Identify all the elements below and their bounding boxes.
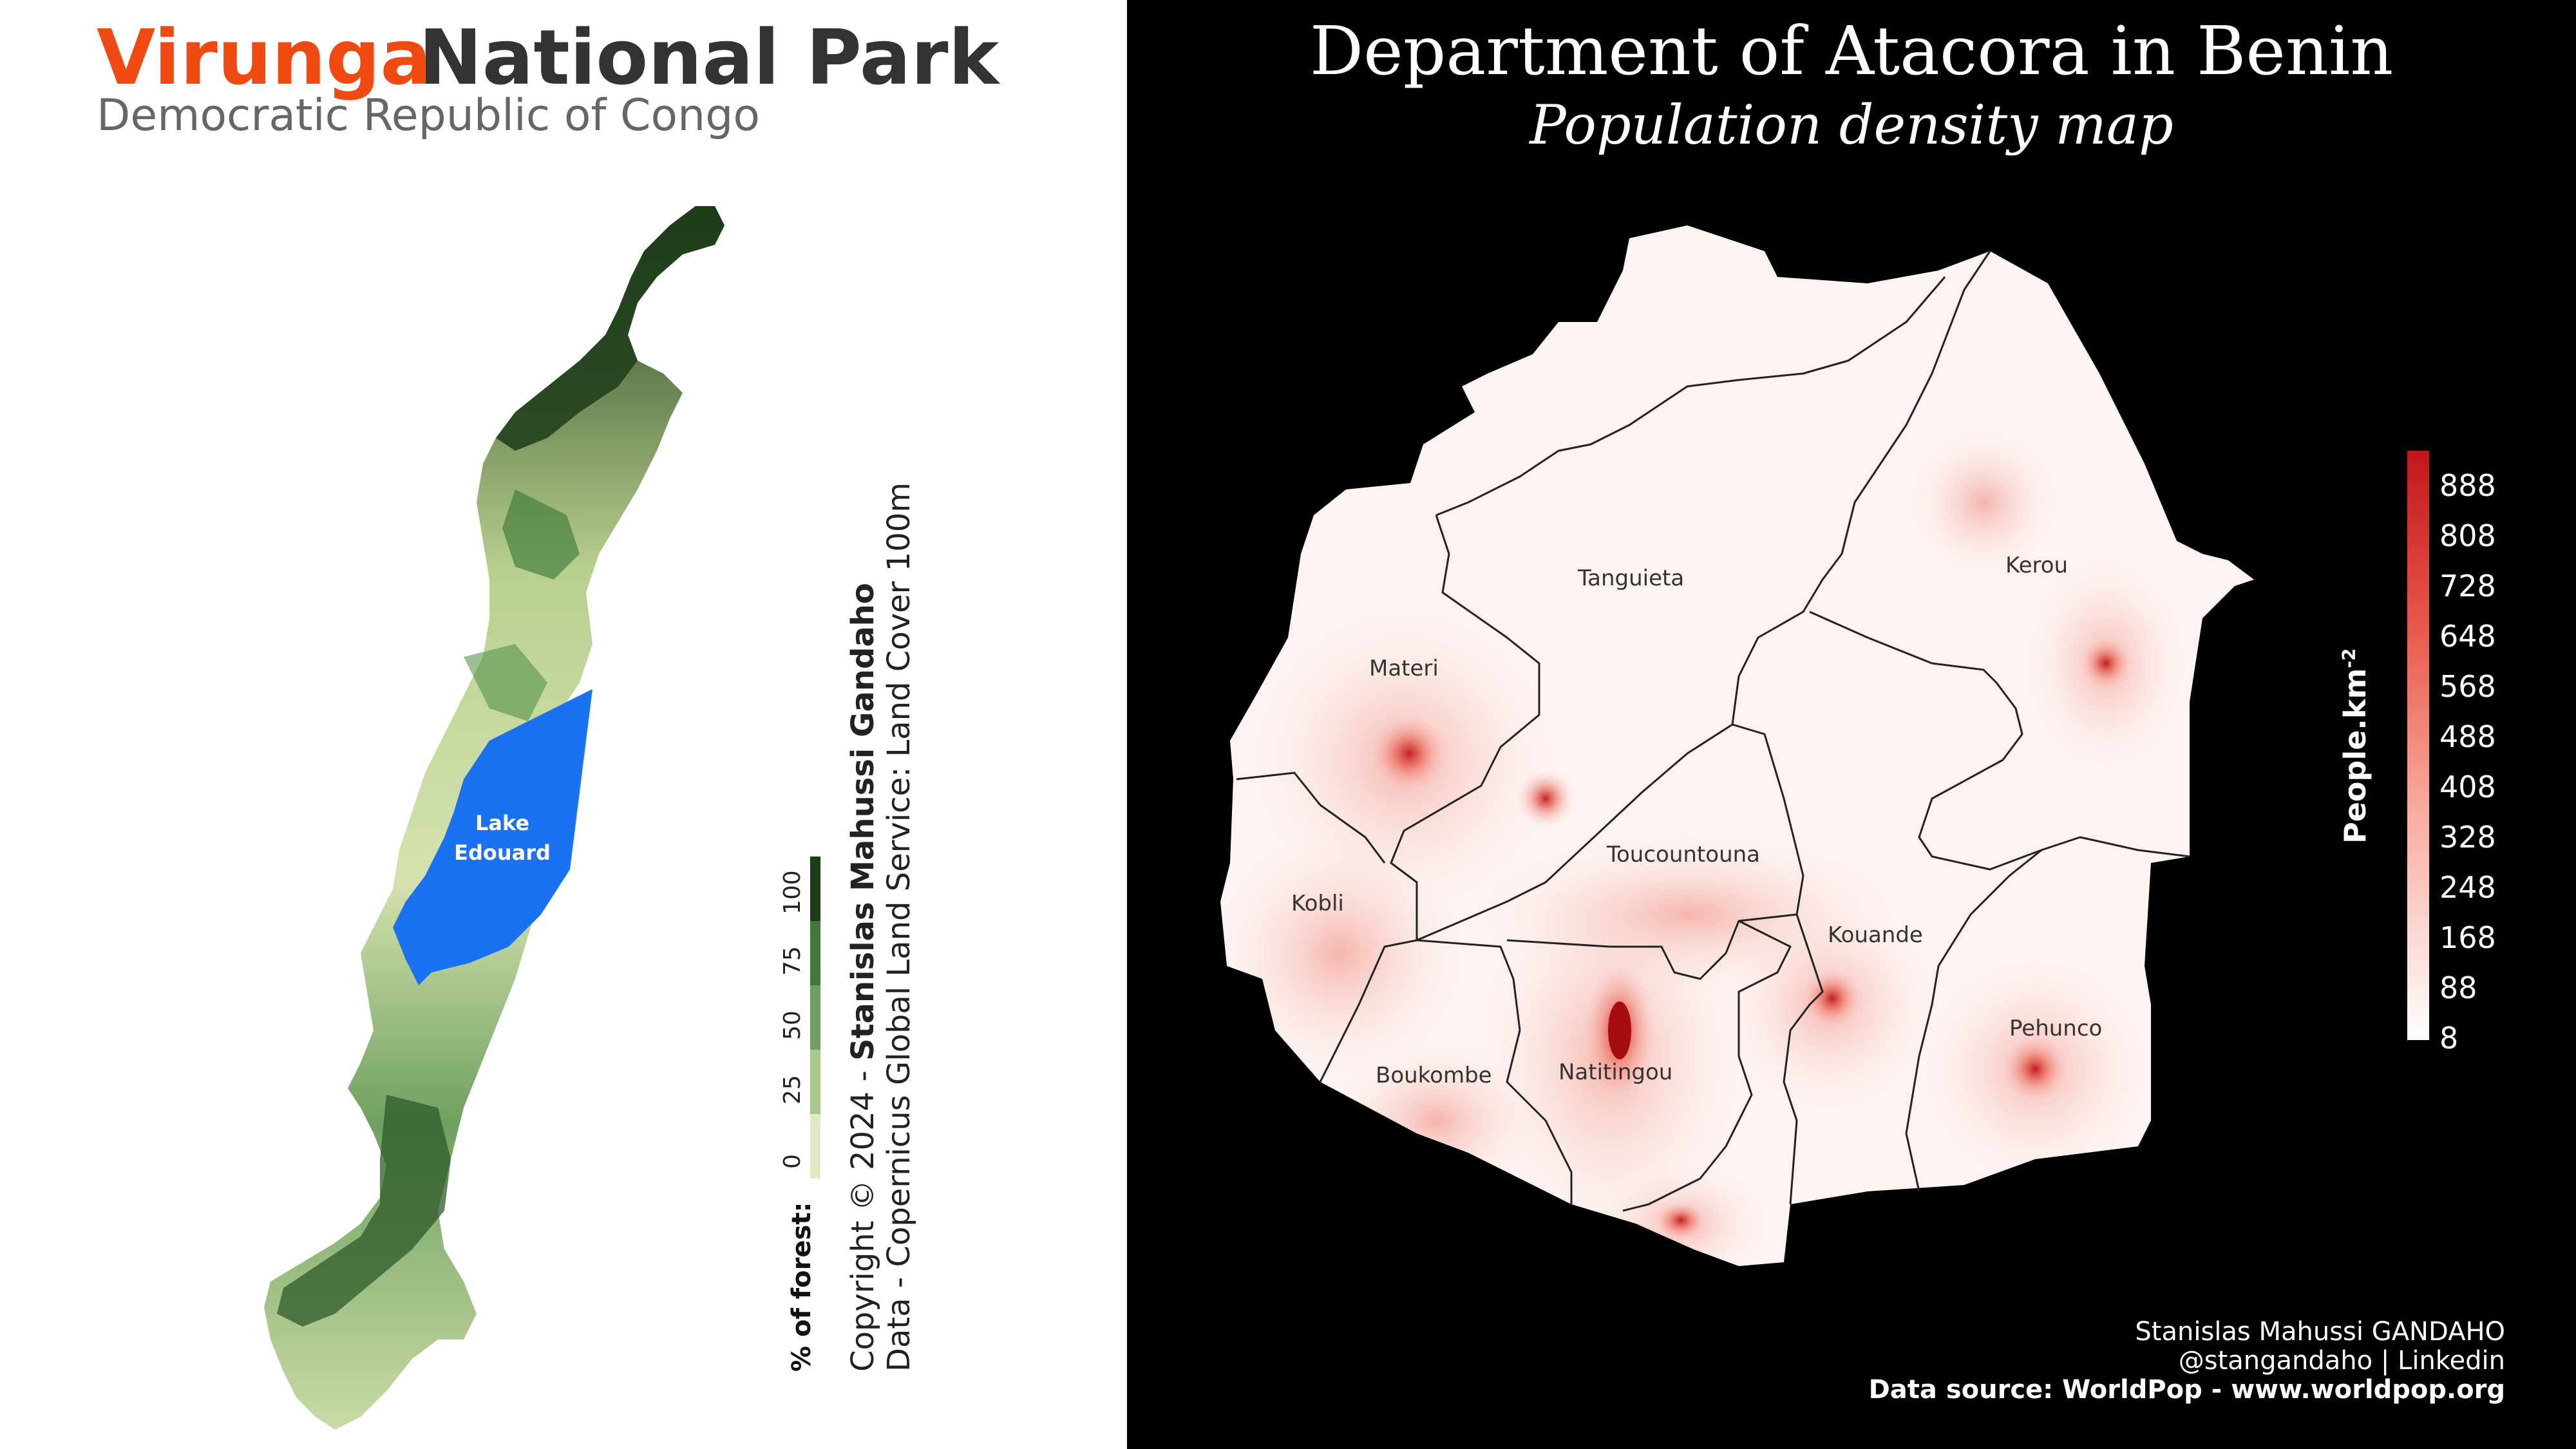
- density-legend-tick: 408: [2439, 770, 2496, 804]
- credit-source: Data source: WorldPop - www.worldpop.org: [1868, 1375, 2505, 1405]
- commune-label: Materi: [1369, 656, 1439, 681]
- commune-boundary: [1731, 251, 1991, 725]
- map-subtitle: Democratic Republic of Congo: [97, 90, 760, 141]
- commune-boundary: [1622, 920, 1792, 1212]
- virunga-park-map: [264, 206, 724, 1430]
- density-legend-tick: 568: [2439, 669, 2496, 704]
- commune-boundary: [1809, 611, 2190, 871]
- density-legend-tick: 8: [2439, 1021, 2459, 1056]
- forest-legend-swatch: [810, 1114, 820, 1179]
- density-legend-tick: 328: [2439, 820, 2496, 855]
- map-title-highlight: Virunga: [97, 13, 431, 102]
- credit-author: Stanislas Mahussi GANDAHO: [2135, 1317, 2505, 1347]
- department-outline: [1220, 225, 2254, 1266]
- forest-legend-swatch: [810, 857, 820, 921]
- forest-legend-bar: [810, 857, 820, 1179]
- density-legend-tick: 488: [2439, 719, 2496, 754]
- commune-label: Tanguieta: [1578, 565, 1685, 591]
- density-legend-tick: 88: [2439, 971, 2477, 1005]
- density-legend-tick: 168: [2439, 920, 2496, 955]
- commune-label: Kerou: [2005, 553, 2069, 578]
- density-legend-bar: [2407, 451, 2429, 1040]
- density-legend-label: People.km: [2338, 668, 2372, 844]
- credit-handle: @stangandaho | Linkedin: [2178, 1346, 2505, 1376]
- forest-legend-swatch: [810, 921, 820, 985]
- commune-label: Toucountouna: [1607, 842, 1760, 867]
- density-legend-title: People.km-2: [2338, 648, 2372, 844]
- map-title: Department of Atacora in Benin: [1309, 12, 2394, 90]
- map-subtitle: Population density map: [1530, 93, 2174, 156]
- density-legend-tick: 888: [2439, 468, 2496, 503]
- lake-label-line1: Lake: [475, 811, 530, 835]
- commune-label: Boukombe: [1376, 1063, 1492, 1088]
- forest-legend-swatch: [810, 985, 820, 1050]
- density-legend-tick: 648: [2439, 619, 2496, 654]
- commune-label: Kobli: [1291, 891, 1344, 916]
- density-legend-exponent: -2: [2338, 648, 2360, 668]
- commune-boundary: [1390, 515, 1540, 940]
- density-legend-tick: 728: [2439, 569, 2496, 603]
- map-title: National Park: [419, 13, 999, 102]
- commune-boundary: [1236, 772, 1386, 864]
- commune-boundary: [1783, 914, 1824, 1205]
- forest-legend-swatch: [810, 1050, 820, 1114]
- lake-edouard: [393, 689, 592, 985]
- lake-label: Lake Edouard: [438, 808, 567, 867]
- density-legend-tick: 808: [2439, 518, 2496, 553]
- commune-boundary: [1435, 276, 1946, 516]
- commune-label: Natitingou: [1558, 1059, 1673, 1085]
- commune-boundary: [1905, 849, 2042, 1192]
- commune-label: Pehunco: [2009, 1016, 2103, 1041]
- commune-boundary: [1319, 939, 1417, 1083]
- commune-label: Kouande: [1828, 922, 1923, 948]
- commune-boundary: [1416, 723, 1804, 980]
- density-legend-tick: 248: [2439, 870, 2496, 905]
- commune-boundary: [1416, 939, 1573, 1204]
- lake-label-line2: Edouard: [454, 840, 551, 865]
